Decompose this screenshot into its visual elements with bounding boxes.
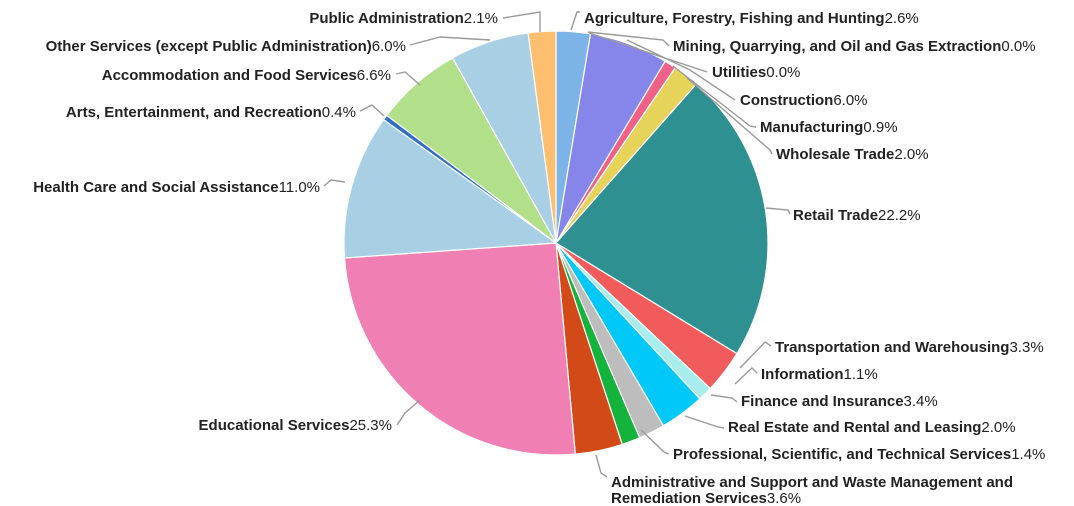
slice-public-administration-leader-line <box>502 11 541 32</box>
slice-arts-entertainment-and-recreation-leader-line <box>359 104 385 117</box>
slice-public-administration-label: Public Administration2.1% <box>309 10 498 27</box>
slice-mining-quarrying-and-oil-and-gas-extraction-leader-line <box>587 31 670 47</box>
slice-label-value: 1.1% <box>844 366 878 383</box>
slice-transportation-and-warehousing-leader-line <box>739 341 772 369</box>
slice-label-name: Information <box>761 366 844 383</box>
slice-manufacturing-label: Manufacturing0.9% <box>760 119 898 136</box>
slice-label-value: 6.0% <box>372 38 406 55</box>
slice-label-value: 3.4% <box>904 393 938 410</box>
slice-label-name: Finance and Insurance <box>741 393 904 410</box>
slice-arts-entertainment-and-recreation-label: Arts, Entertainment, and Recreation0.4% <box>66 104 356 121</box>
slice-manufacturing-leader-line <box>672 65 757 128</box>
slice-label-value: 1.4% <box>1011 446 1045 463</box>
slice-label-name: Real Estate and Rental and Leasing <box>728 419 981 436</box>
slice-educational-services-leader-line <box>396 399 421 426</box>
slice-accommodation-and-food-services-leader-line <box>395 71 421 86</box>
slice-label-value: 2.6% <box>885 10 919 27</box>
slice-label-value: 0.0% <box>766 64 800 81</box>
slice-retail-trade-label: Retail Trade22.2% <box>793 207 921 224</box>
slice-label-name: Mining, Quarrying, and Oil and Gas Extra… <box>673 38 1001 55</box>
slice-label-value: 0.0% <box>1001 38 1035 55</box>
slice-information-leader-line <box>734 367 758 385</box>
slice-accommodation-and-food-services-label: Accommodation and Food Services6.6% <box>102 67 391 84</box>
pie-slices <box>343 30 769 456</box>
slice-label-name: Construction <box>740 92 833 109</box>
slice-professional-scientific-and-technical-services-leader-line <box>640 429 670 455</box>
slice-wholesale-trade-leader-line <box>686 77 773 155</box>
slice-other-services-except-public-administration-label: Other Services (except Public Administra… <box>46 38 406 55</box>
slice-label-value: 2.1% <box>464 10 498 27</box>
slice-administrative-and-support-and-waste-management-and-remediation-services-leader-line <box>595 454 608 478</box>
slice-label-name: Agriculture, Forestry, Fishing and Hunti… <box>584 10 885 27</box>
slice-finance-and-insurance-leader-line <box>710 394 738 403</box>
slice-information-label: Information1.1% <box>761 366 878 383</box>
slice-label-value: 6.6% <box>357 67 391 84</box>
slice-label-name: Retail Trade <box>793 207 878 224</box>
slice-label-name-line-2: Remediation Services <box>611 490 767 506</box>
label-leader-lines <box>323 11 791 478</box>
slice-educational-services-label: Educational Services25.3% <box>199 417 392 434</box>
slice-label-value: 11.0% <box>279 179 320 196</box>
slice-label-value: 6.0% <box>833 92 867 109</box>
slice-agriculture-forestry-fishing-and-hunting-leader-line <box>570 11 580 31</box>
slice-label-value: 3.6% <box>767 490 801 506</box>
slice-utilities-label: Utilities0.0% <box>712 64 800 81</box>
slice-public-administration <box>527 30 557 244</box>
slice-retail-trade <box>555 83 769 355</box>
slice-label-name: Health Care and Social Assistance <box>33 179 278 196</box>
slice-other-services-except-public-administration-leader-line <box>409 36 491 46</box>
slice-label-name: Wholesale Trade <box>776 146 894 163</box>
slice-label-name: Manufacturing <box>760 119 863 136</box>
slice-label-value: 22.2% <box>878 207 921 224</box>
slice-label-name: Professional, Scientific, and Technical … <box>673 446 1011 463</box>
slice-educational-services <box>343 242 576 456</box>
slice-wholesale-trade-label: Wholesale Trade2.0% <box>776 146 929 163</box>
slice-administrative-and-support-and-waste-management-and-remediation-services-label: Administrative and Support and Waste Man… <box>611 474 1013 506</box>
slice-health-care-and-social-assistance <box>343 118 558 259</box>
slice-label-name: Accommodation and Food Services <box>102 67 357 84</box>
slice-label-value: 0.4% <box>322 104 356 121</box>
slice-labels: Agriculture, Forestry, Fishing and Hunti… <box>33 10 1045 506</box>
slice-utilities-leader-line <box>588 32 708 73</box>
slice-label-name: Educational Services <box>199 417 350 434</box>
slice-professional-scientific-and-technical-services-label: Professional, Scientific, and Technical … <box>673 446 1045 463</box>
slice-label-value: 3.3% <box>1009 339 1043 356</box>
slice-label-name: Transportation and Warehousing <box>775 339 1009 356</box>
slice-health-care-and-social-assistance-label: Health Care and Social Assistance11.0% <box>33 179 320 196</box>
slice-label-name: Other Services (except Public Administra… <box>46 38 372 55</box>
slice-label-value: 0.9% <box>863 119 897 136</box>
slice-label-name-line-1: Administrative and Support and Waste Man… <box>611 474 1013 491</box>
slice-agriculture-forestry-fishing-and-hunting-label: Agriculture, Forestry, Fishing and Hunti… <box>584 10 919 27</box>
slice-label-name: Public Administration <box>309 10 463 27</box>
slice-mining-quarrying-and-oil-and-gas-extraction-label: Mining, Quarrying, and Oil and Gas Extra… <box>673 38 1036 55</box>
slice-transportation-and-warehousing-label: Transportation and Warehousing3.3% <box>775 339 1044 356</box>
slice-retail-trade-leader-line <box>765 207 791 215</box>
slice-real-estate-and-rental-and-leasing-leader-line <box>684 415 725 429</box>
slice-label-name: Arts, Entertainment, and Recreation <box>66 104 322 121</box>
slice-real-estate-and-rental-and-leasing-label: Real Estate and Rental and Leasing2.0% <box>728 419 1016 436</box>
slice-finance-and-insurance-label: Finance and Insurance3.4% <box>741 393 938 410</box>
slice-label-name: Utilities <box>712 64 766 81</box>
slice-label-value: 2.0% <box>894 146 928 163</box>
slice-construction-leader-line <box>626 39 736 101</box>
slice-health-care-and-social-assistance-leader-line <box>323 179 346 187</box>
slice-label-value: 25.3% <box>349 417 392 434</box>
slice-construction-label: Construction6.0% <box>740 92 868 109</box>
slice-label-value: 2.0% <box>981 419 1015 436</box>
